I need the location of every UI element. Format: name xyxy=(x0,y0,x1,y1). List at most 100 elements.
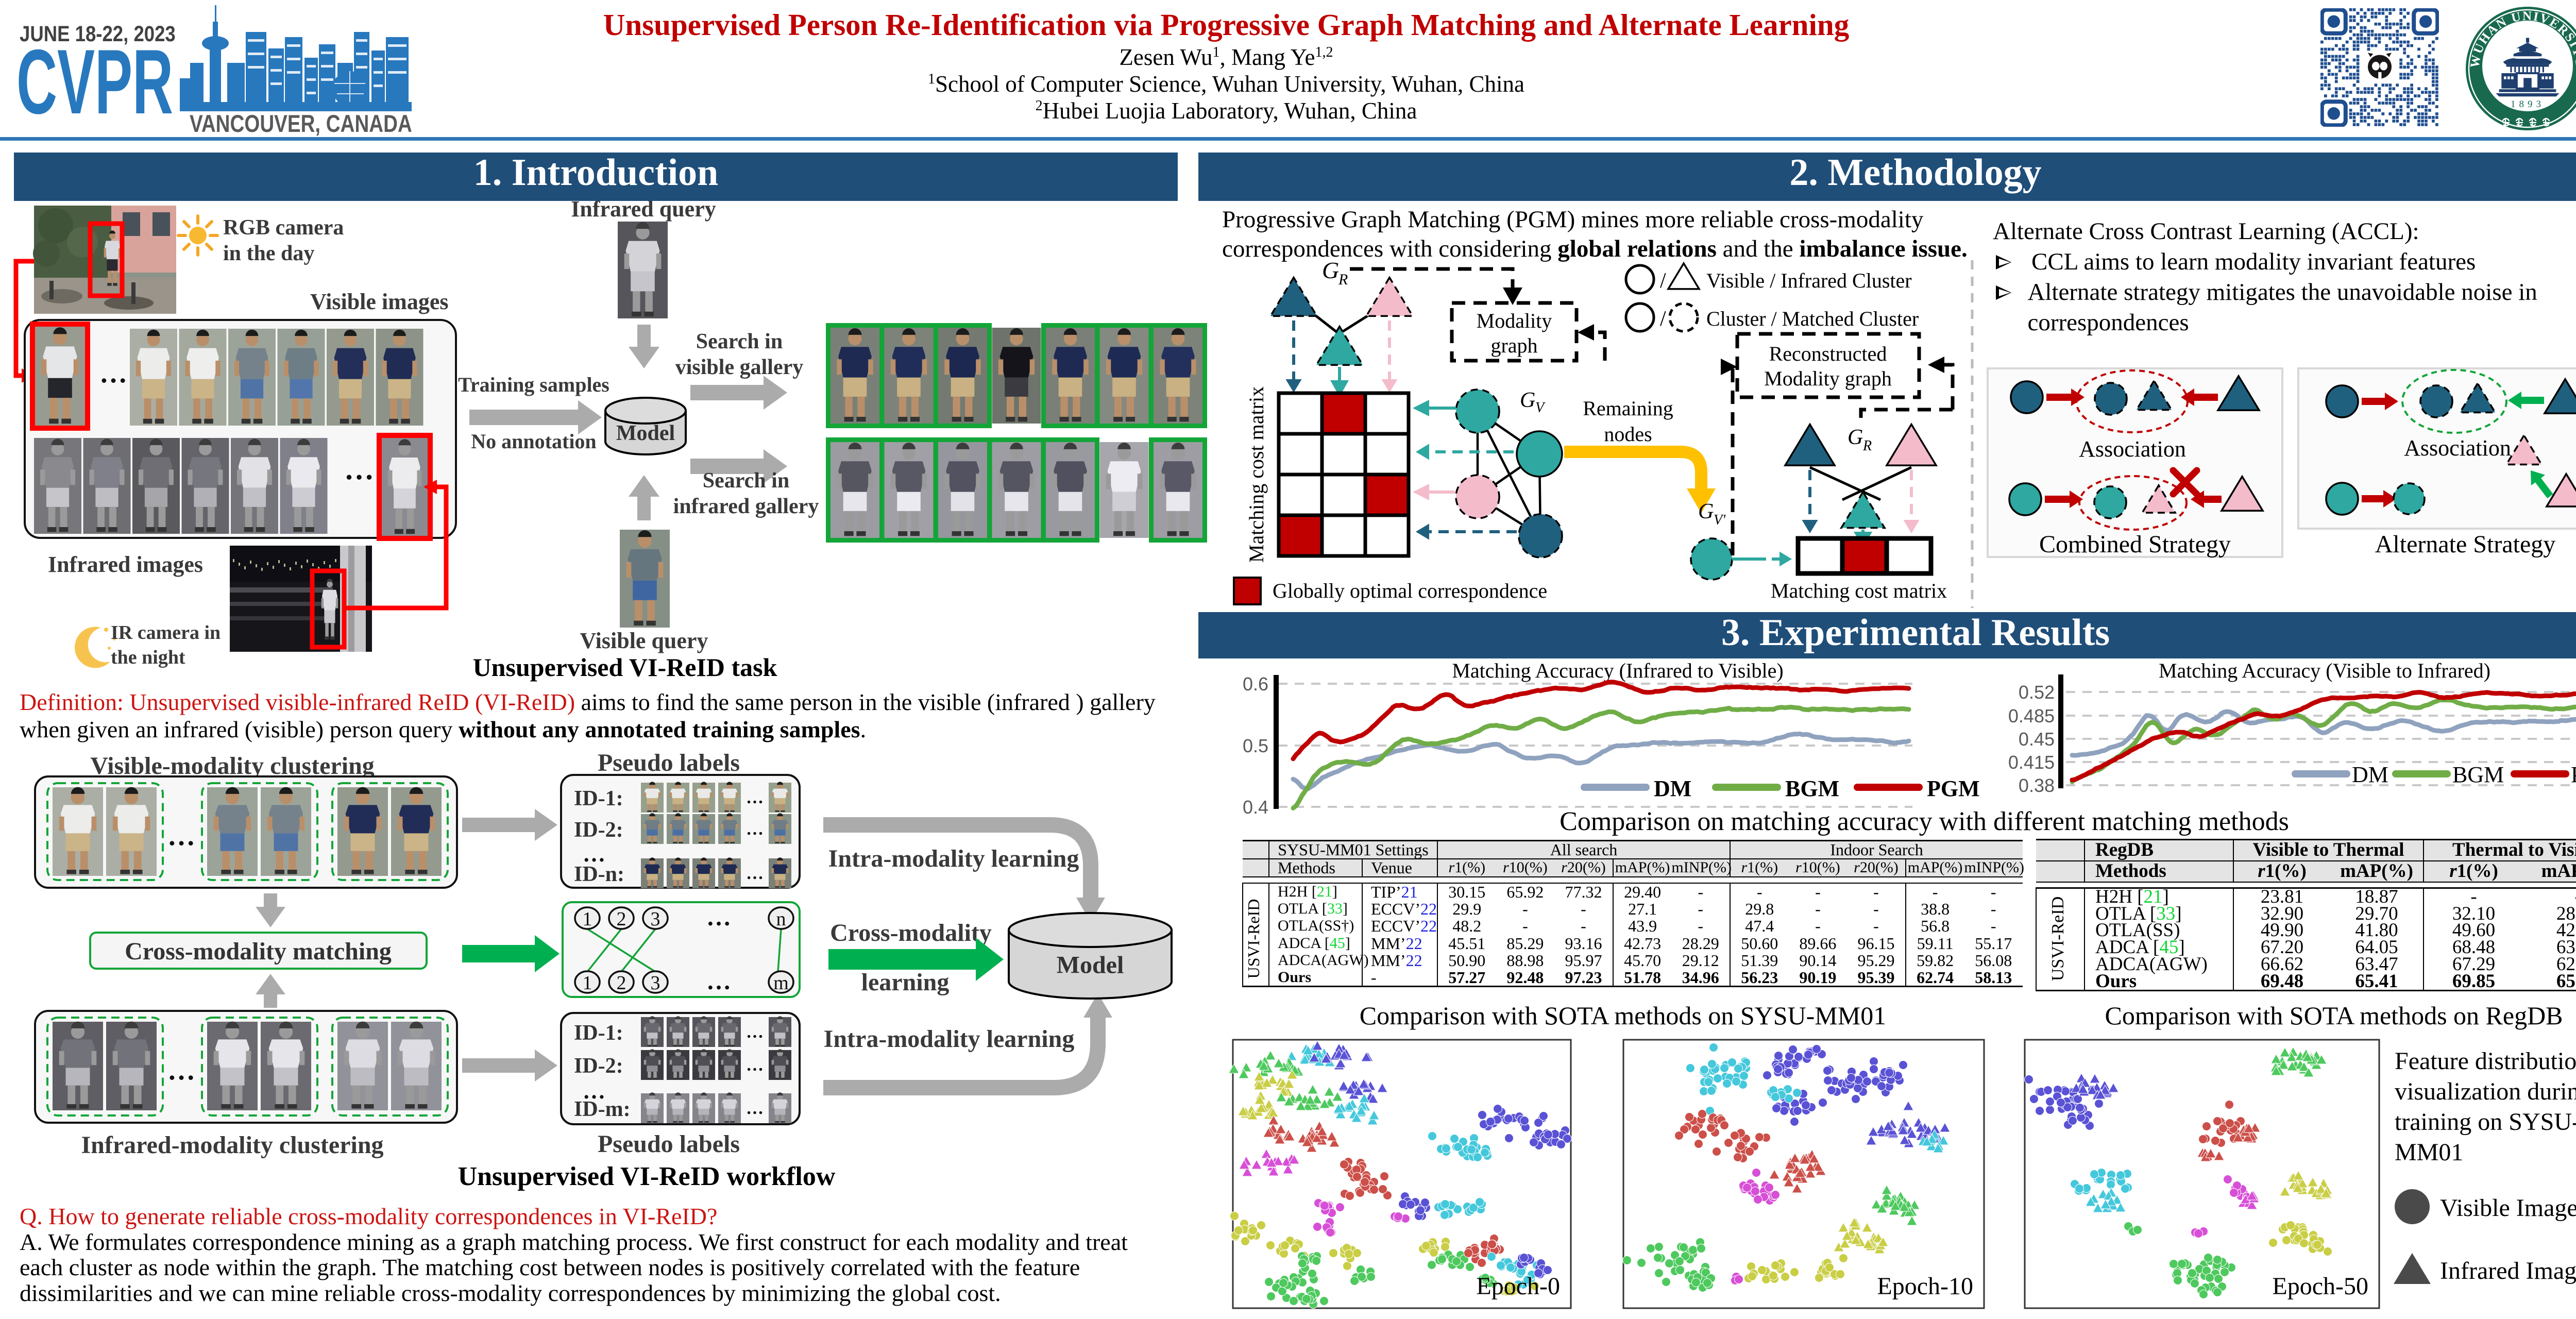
svg-text:…: … xyxy=(746,820,764,839)
svg-text:R: R xyxy=(1862,438,1872,454)
svg-text:…: … xyxy=(583,841,605,867)
svg-text:Infrared query: Infrared query xyxy=(571,201,716,222)
svg-text:Intra-modality learning: Intra-modality learning xyxy=(824,1025,1075,1053)
svg-text:BGM: BGM xyxy=(2452,762,2504,787)
svg-text:Reconstructed: Reconstructed xyxy=(1769,342,1887,365)
svg-text:Modality graph: Modality graph xyxy=(1764,367,1892,390)
svg-text:0.38: 0.38 xyxy=(2019,775,2055,796)
svg-text:Association: Association xyxy=(2079,436,2186,462)
svg-text:learning: learning xyxy=(861,969,950,996)
svg-text:0.45: 0.45 xyxy=(2019,729,2055,750)
svg-text:…: … xyxy=(99,358,127,388)
svg-text:0.4: 0.4 xyxy=(1243,797,1268,818)
svg-text:ID-m:: ID-m: xyxy=(574,1097,631,1121)
svg-text:Model: Model xyxy=(616,421,675,445)
svg-text:Alternate Strategy: Alternate Strategy xyxy=(2375,531,2556,558)
svg-text:Cluster / Matched Cluster: Cluster / Matched Cluster xyxy=(1706,307,1919,330)
svg-text:Matching cost matrix: Matching cost matrix xyxy=(1245,386,1268,563)
svg-text:/: / xyxy=(1660,269,1666,293)
svg-text:Matching Accuracy (Visible to: Matching Accuracy (Visible to Infrared) xyxy=(2159,660,2490,682)
svg-text:…: … xyxy=(167,820,195,851)
svg-text:0.5: 0.5 xyxy=(1243,735,1268,756)
svg-text:graph: graph xyxy=(1490,334,1537,357)
svg-text:ID-1:: ID-1: xyxy=(574,1021,623,1045)
svg-text:No annotation: No annotation xyxy=(471,430,596,453)
svg-text:…: … xyxy=(706,904,731,931)
svg-text:Visible query: Visible query xyxy=(580,628,708,653)
svg-text:Epoch-10: Epoch-10 xyxy=(1877,1273,1973,1300)
svg-text:Search in: Search in xyxy=(696,330,783,353)
svg-text:0.485: 0.485 xyxy=(2008,705,2055,726)
svg-text:V': V' xyxy=(1714,512,1726,528)
svg-text:infrared gallery: infrared gallery xyxy=(673,495,819,518)
svg-text:Cross-modality: Cross-modality xyxy=(830,919,992,946)
svg-text:PGM: PGM xyxy=(1927,776,1980,801)
svg-text:IR camera in: IR camera in xyxy=(111,622,221,644)
svg-text:Unsupervised VI-ReID task: Unsupervised VI-ReID task xyxy=(473,653,777,682)
svg-text:3: 3 xyxy=(651,972,660,994)
svg-text:1893: 1893 xyxy=(2511,99,2545,110)
svg-text:training on SYSU-: training on SYSU- xyxy=(2395,1108,2576,1136)
svg-text:Unsupervised VI-ReID workflow: Unsupervised VI-ReID workflow xyxy=(458,1162,836,1191)
svg-text:the night: the night xyxy=(111,647,185,668)
svg-text:V: V xyxy=(1535,400,1546,416)
svg-text:ID-n:: ID-n: xyxy=(574,863,624,886)
svg-text:ID-2:: ID-2: xyxy=(574,818,623,842)
svg-text:R: R xyxy=(1338,271,1348,288)
svg-text:…: … xyxy=(583,1078,605,1104)
svg-text:in the day: in the day xyxy=(223,242,314,265)
svg-text:Model: Model xyxy=(1057,951,1124,978)
svg-text:Association: Association xyxy=(2404,435,2511,461)
svg-text:Infrared images: Infrared images xyxy=(48,552,203,577)
svg-text:3: 3 xyxy=(651,908,660,930)
svg-text:Training samples: Training samples xyxy=(458,373,609,396)
svg-text:Combined Strategy: Combined Strategy xyxy=(2039,531,2231,558)
svg-text:Pseudo labels: Pseudo labels xyxy=(598,1130,740,1158)
svg-text:2: 2 xyxy=(617,908,626,930)
svg-text:Visible / Infrared Cluster: Visible / Infrared Cluster xyxy=(1706,269,1912,292)
svg-text:1: 1 xyxy=(583,972,592,994)
svg-text:…: … xyxy=(344,452,374,486)
svg-text:…: … xyxy=(746,1023,764,1042)
svg-text:Epoch-50: Epoch-50 xyxy=(2272,1273,2368,1300)
svg-text:Matching cost matrix: Matching cost matrix xyxy=(1771,579,1947,602)
svg-text:G: G xyxy=(1520,388,1535,412)
svg-text:ID-2:: ID-2: xyxy=(574,1054,623,1078)
svg-text:RGB camera: RGB camera xyxy=(223,216,344,240)
svg-text:visible gallery: visible gallery xyxy=(675,356,803,379)
svg-text:…: … xyxy=(167,1055,195,1086)
svg-text:Remaining: Remaining xyxy=(1583,397,1673,420)
svg-text:G: G xyxy=(1698,500,1714,523)
svg-text:1: 1 xyxy=(583,908,592,930)
svg-text:visualization during: visualization during xyxy=(2395,1078,2576,1105)
svg-text:Visible images: Visible images xyxy=(310,289,448,314)
svg-text:Cross-modality matching: Cross-modality matching xyxy=(125,938,392,965)
svg-text:Search in: Search in xyxy=(703,469,789,493)
svg-text:PGM: PGM xyxy=(2571,762,2576,787)
svg-text:/: / xyxy=(1660,307,1666,331)
svg-text:Infrared-modality clustering: Infrared-modality clustering xyxy=(81,1131,383,1159)
svg-text:Visible Images: Visible Images xyxy=(2440,1194,2576,1222)
svg-text:Intra-modality learning: Intra-modality learning xyxy=(828,845,1079,872)
svg-text:Feature distribution: Feature distribution xyxy=(2395,1047,2576,1075)
svg-text:Infrared Images: Infrared Images xyxy=(2440,1257,2576,1284)
svg-text:Globally optimal correspondenc: Globally optimal correspondence xyxy=(1273,579,1547,602)
svg-text:0.6: 0.6 xyxy=(1243,673,1268,695)
svg-text:…: … xyxy=(706,968,731,995)
svg-text:DM: DM xyxy=(2352,762,2388,787)
svg-text:Modality: Modality xyxy=(1477,309,1552,332)
svg-text:DM: DM xyxy=(1654,776,1691,801)
svg-text:ID-1:: ID-1: xyxy=(574,787,623,810)
svg-text:n: n xyxy=(776,908,786,930)
svg-text:0.52: 0.52 xyxy=(2019,682,2055,703)
svg-text:MM01: MM01 xyxy=(2395,1139,2463,1166)
svg-text:Epoch-0: Epoch-0 xyxy=(1476,1273,1560,1300)
svg-text:m: m xyxy=(773,972,789,994)
svg-text:…: … xyxy=(746,1056,764,1075)
svg-text:…: … xyxy=(746,788,764,807)
svg-text:BGM: BGM xyxy=(1785,776,1839,801)
svg-text:…: … xyxy=(746,1099,764,1118)
svg-text:Visible-modality clustering: Visible-modality clustering xyxy=(90,752,375,780)
svg-text:2: 2 xyxy=(617,972,626,994)
svg-text:…: … xyxy=(746,864,764,883)
